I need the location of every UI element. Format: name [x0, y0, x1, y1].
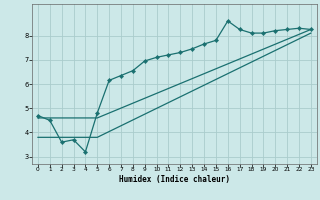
X-axis label: Humidex (Indice chaleur): Humidex (Indice chaleur): [119, 175, 230, 184]
